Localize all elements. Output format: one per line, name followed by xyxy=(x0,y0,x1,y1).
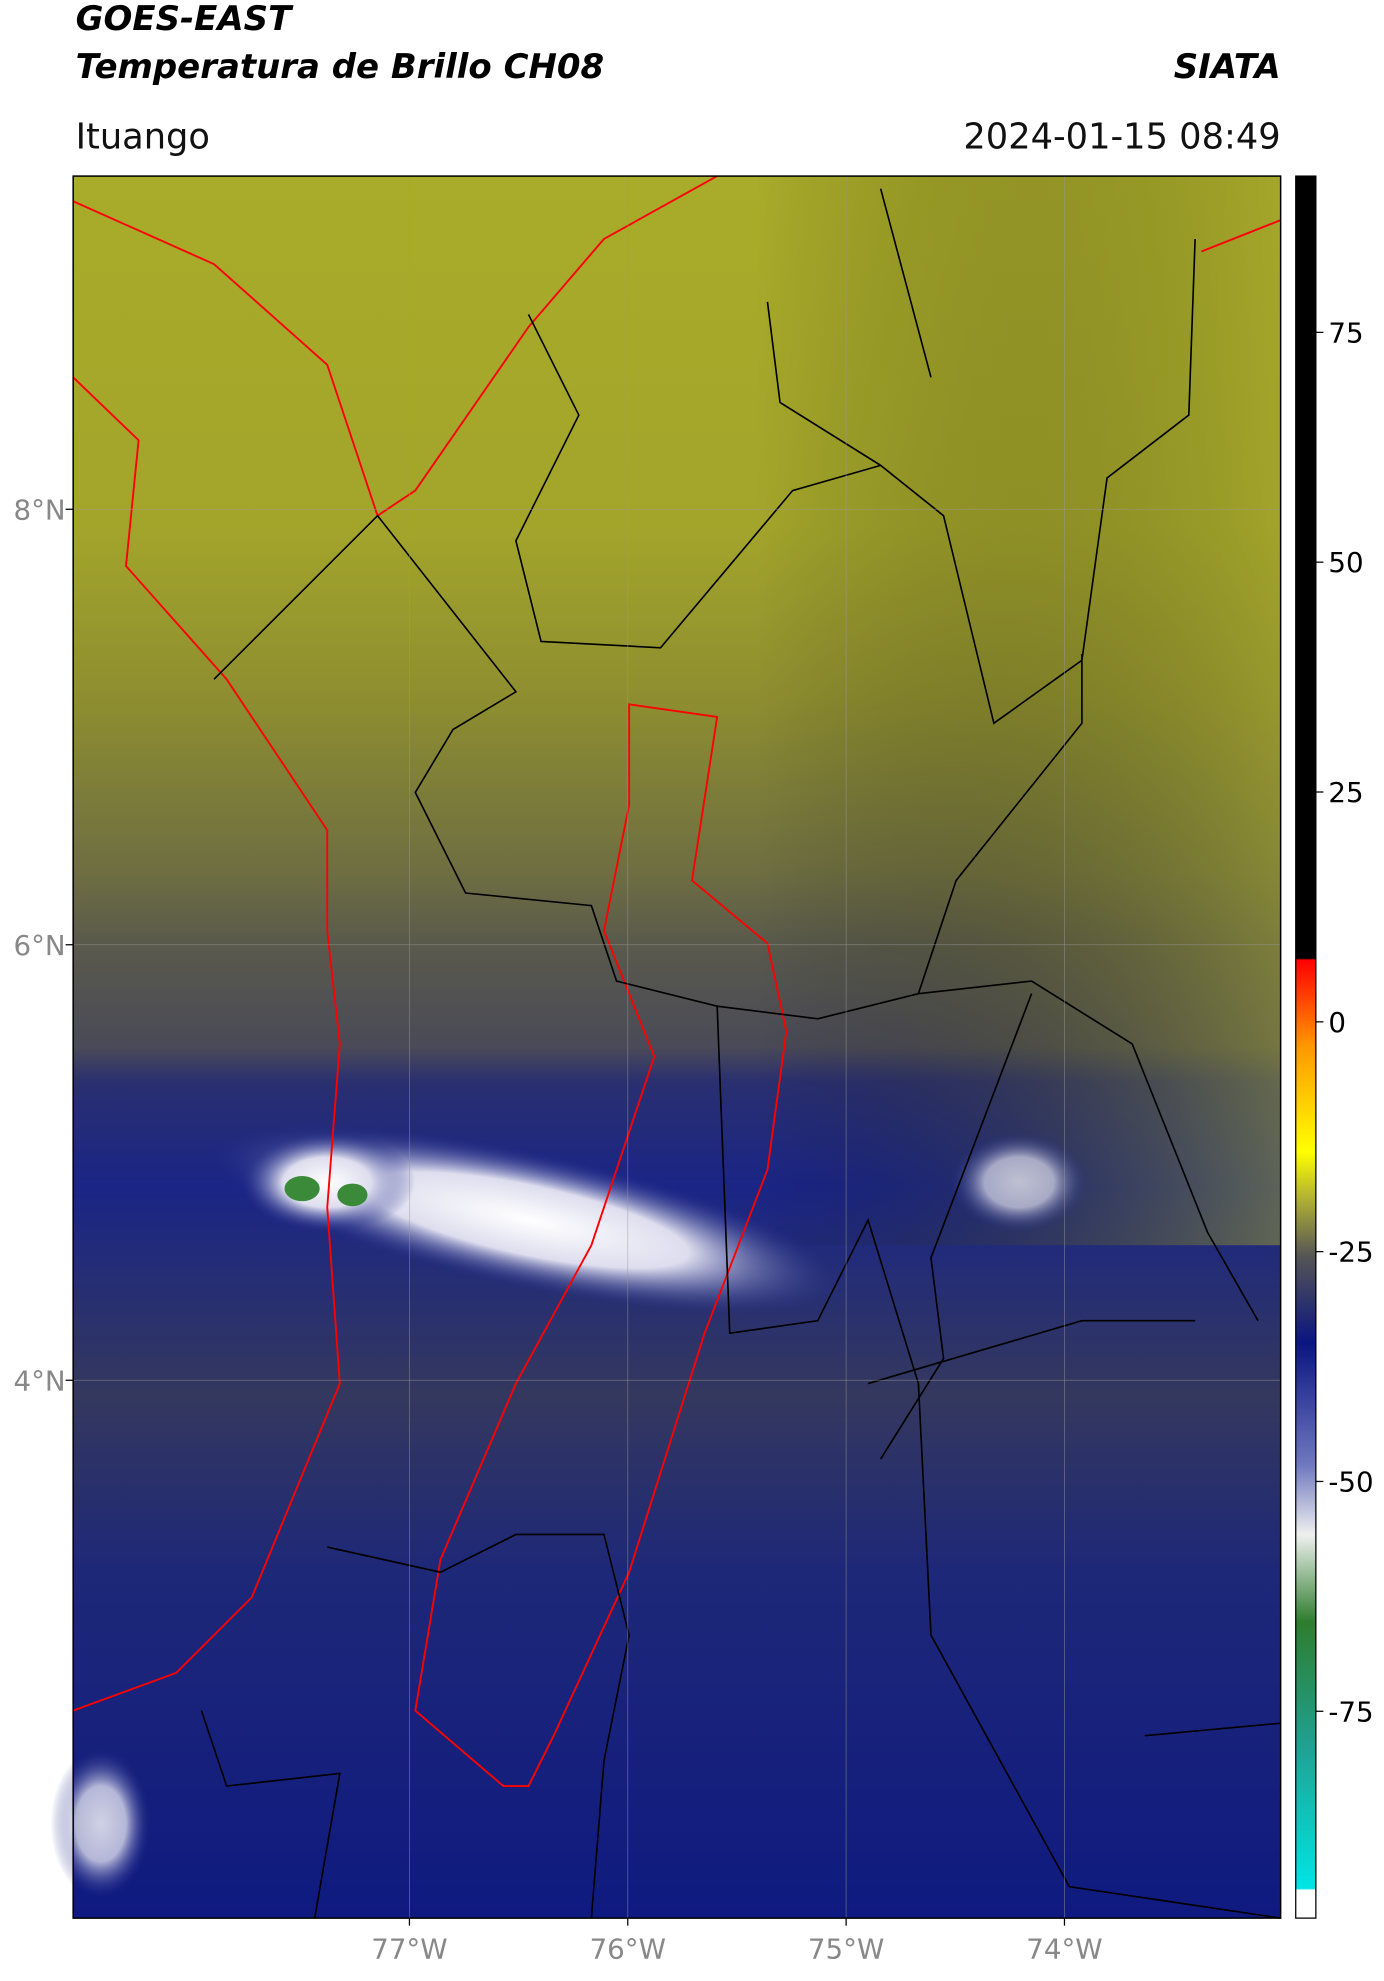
title: Temperatura de Brillo CH08 xyxy=(76,47,604,87)
x-tick-label: 77°W xyxy=(371,1932,447,1965)
black-boundary xyxy=(200,188,1281,1919)
x-tick-label: 75°W xyxy=(808,1932,884,1965)
cloud xyxy=(50,1748,152,1900)
datetime: 2024-01-15 08:49 xyxy=(963,116,1280,157)
red-boundary xyxy=(72,175,1281,1787)
title: GOES-EAST xyxy=(76,0,294,39)
map-shade xyxy=(754,176,1281,1246)
brand: SIATA xyxy=(1174,47,1281,87)
colorbar-tick-label: 75 xyxy=(1328,316,1363,349)
colorbar-tick-label: 0 xyxy=(1328,1006,1346,1039)
colorbar xyxy=(1295,175,1317,1919)
location: Ituango xyxy=(76,116,210,157)
colorbar-tick-label: -75 xyxy=(1328,1695,1373,1728)
x-tick-label: 76°W xyxy=(590,1932,666,1965)
cloud xyxy=(239,1132,416,1233)
y-tick-label: 6°N xyxy=(14,929,66,962)
colorbar-tick-label: 25 xyxy=(1328,776,1363,809)
y-tick-label: 4°N xyxy=(14,1364,66,1397)
cloud xyxy=(949,1132,1089,1233)
colorbar-tick-label: -25 xyxy=(1328,1236,1373,1269)
colorbar-tick-label: -50 xyxy=(1328,1466,1373,1499)
map-frame xyxy=(72,175,1282,1919)
cloud-core xyxy=(284,1176,320,1202)
cloud-core xyxy=(337,1183,368,1207)
map xyxy=(50,175,1281,1919)
x-tick-label: 74°W xyxy=(1026,1932,1102,1965)
colorbar-tick-label: 50 xyxy=(1328,546,1363,579)
y-tick-label: 8°N xyxy=(14,493,66,526)
